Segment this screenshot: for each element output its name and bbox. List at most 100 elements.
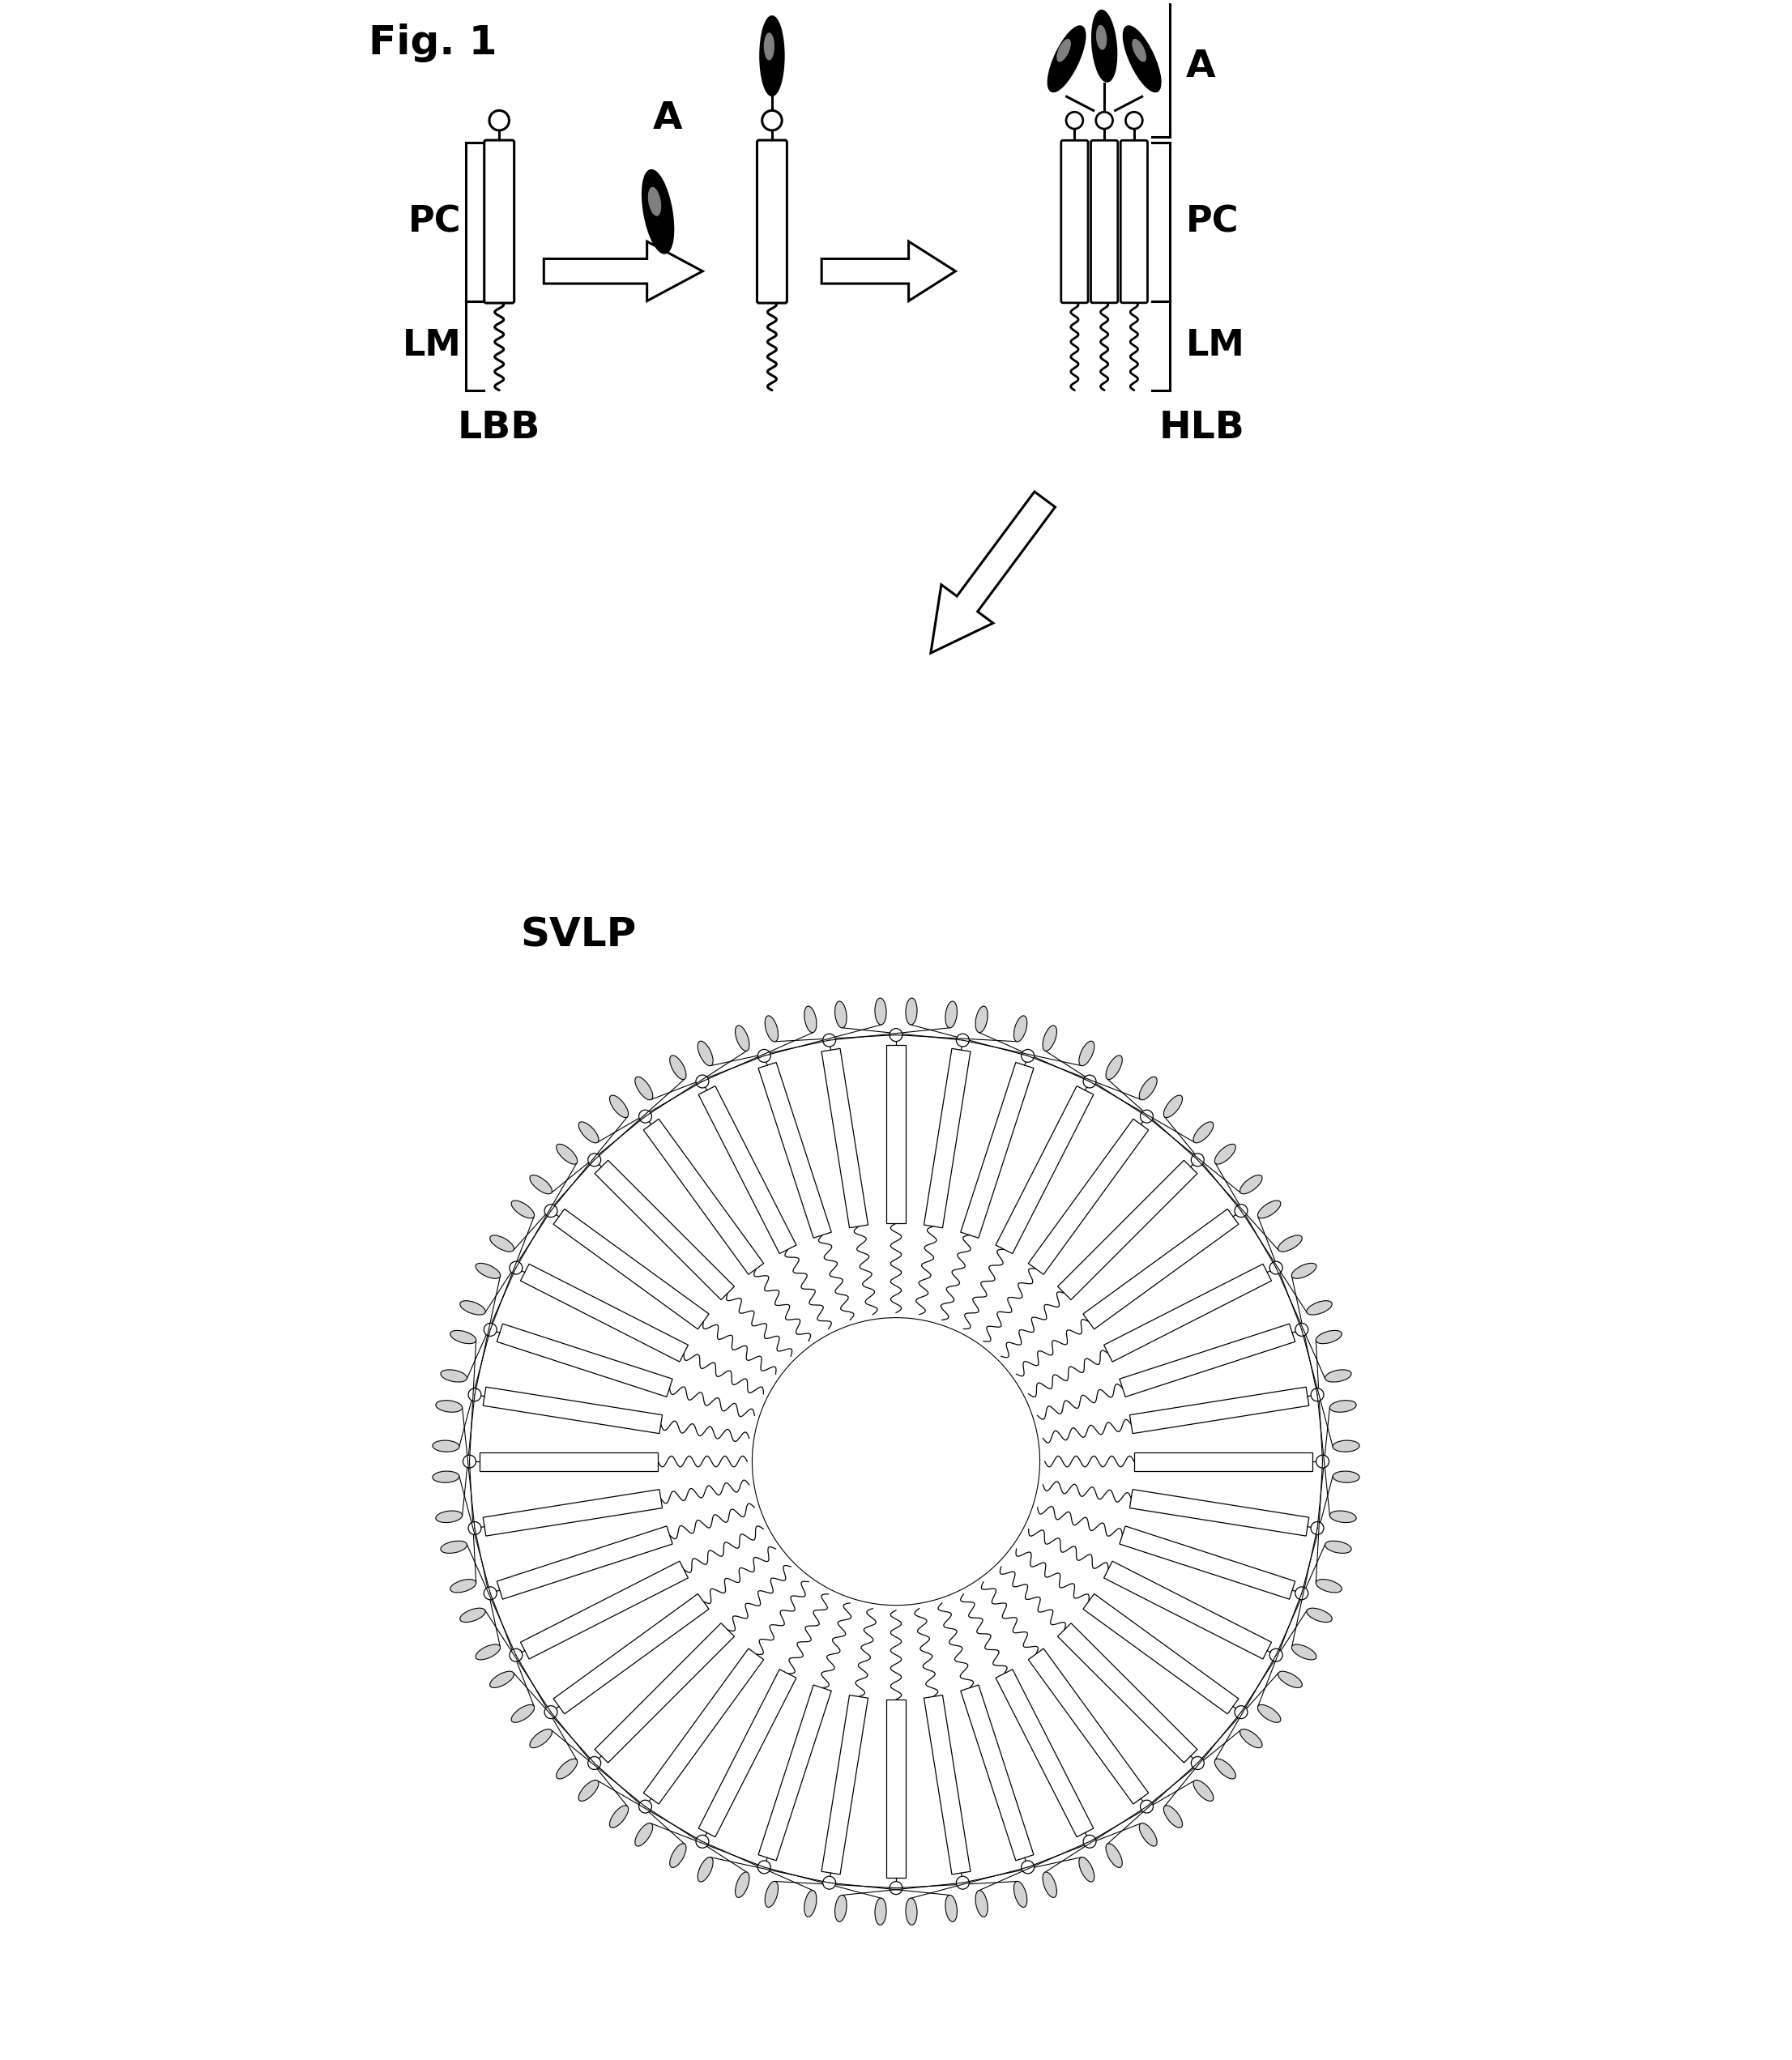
Ellipse shape xyxy=(874,1897,887,1924)
Polygon shape xyxy=(554,1209,710,1329)
Ellipse shape xyxy=(489,1671,514,1687)
Circle shape xyxy=(545,1205,557,1217)
Circle shape xyxy=(1140,1800,1154,1813)
Polygon shape xyxy=(1120,1325,1296,1397)
Circle shape xyxy=(1192,1154,1204,1166)
Ellipse shape xyxy=(556,1143,577,1164)
Ellipse shape xyxy=(905,997,918,1024)
Ellipse shape xyxy=(441,1370,468,1382)
Circle shape xyxy=(1021,1049,1034,1063)
Ellipse shape xyxy=(1240,1728,1262,1747)
Ellipse shape xyxy=(1163,1096,1183,1117)
Ellipse shape xyxy=(441,1541,468,1553)
Ellipse shape xyxy=(670,1844,686,1868)
Ellipse shape xyxy=(435,1510,462,1522)
Ellipse shape xyxy=(1133,39,1147,62)
Ellipse shape xyxy=(461,1300,486,1314)
Circle shape xyxy=(889,1028,903,1042)
Polygon shape xyxy=(758,1685,831,1860)
Circle shape xyxy=(1066,111,1082,130)
Ellipse shape xyxy=(1278,1236,1303,1252)
Ellipse shape xyxy=(975,1891,987,1916)
Polygon shape xyxy=(1057,1623,1197,1763)
Circle shape xyxy=(753,1318,1039,1605)
Polygon shape xyxy=(961,1685,1034,1860)
Ellipse shape xyxy=(1258,1706,1281,1722)
Text: A: A xyxy=(652,101,683,138)
FancyBboxPatch shape xyxy=(756,140,787,303)
Circle shape xyxy=(957,1877,969,1889)
Circle shape xyxy=(1097,111,1113,130)
Text: Fig. 1: Fig. 1 xyxy=(369,23,496,62)
Ellipse shape xyxy=(1324,1370,1351,1382)
Ellipse shape xyxy=(475,1263,500,1279)
Polygon shape xyxy=(595,1623,735,1763)
Circle shape xyxy=(588,1154,600,1166)
Ellipse shape xyxy=(1014,1016,1027,1042)
Ellipse shape xyxy=(579,1780,599,1800)
Polygon shape xyxy=(996,1669,1093,1838)
Text: LBB: LBB xyxy=(457,410,541,447)
Polygon shape xyxy=(1104,1265,1272,1362)
FancyBboxPatch shape xyxy=(1061,140,1088,303)
Ellipse shape xyxy=(975,1005,987,1032)
Polygon shape xyxy=(925,1049,971,1228)
Circle shape xyxy=(957,1034,969,1046)
Ellipse shape xyxy=(450,1580,477,1592)
Circle shape xyxy=(1140,1110,1154,1123)
Ellipse shape xyxy=(765,1881,778,1908)
Circle shape xyxy=(545,1706,557,1718)
Ellipse shape xyxy=(697,1858,713,1883)
Ellipse shape xyxy=(579,1123,599,1143)
Ellipse shape xyxy=(432,1471,459,1483)
Polygon shape xyxy=(1134,1452,1312,1471)
Ellipse shape xyxy=(511,1706,534,1722)
Ellipse shape xyxy=(1330,1401,1357,1413)
Ellipse shape xyxy=(1215,1759,1236,1780)
Circle shape xyxy=(638,1110,652,1123)
Polygon shape xyxy=(496,1526,672,1599)
Ellipse shape xyxy=(1315,1331,1342,1343)
Ellipse shape xyxy=(609,1805,629,1827)
Polygon shape xyxy=(821,241,955,301)
Polygon shape xyxy=(699,1669,796,1838)
Ellipse shape xyxy=(835,1895,846,1922)
Circle shape xyxy=(484,1323,496,1337)
Circle shape xyxy=(468,1522,480,1535)
Text: LM: LM xyxy=(403,328,462,363)
Circle shape xyxy=(1082,1835,1097,1848)
Circle shape xyxy=(468,1388,480,1401)
Ellipse shape xyxy=(1091,10,1116,82)
Ellipse shape xyxy=(432,1440,459,1452)
FancyBboxPatch shape xyxy=(1120,140,1147,303)
Polygon shape xyxy=(1120,1526,1296,1599)
Ellipse shape xyxy=(1014,1881,1027,1908)
FancyBboxPatch shape xyxy=(484,140,514,303)
Polygon shape xyxy=(821,1695,867,1875)
Circle shape xyxy=(823,1034,835,1046)
Ellipse shape xyxy=(475,1644,500,1660)
Text: PC: PC xyxy=(1186,204,1238,239)
Ellipse shape xyxy=(765,1016,778,1042)
Text: PC: PC xyxy=(409,204,462,239)
Polygon shape xyxy=(643,1648,763,1805)
Ellipse shape xyxy=(1240,1174,1262,1195)
Polygon shape xyxy=(821,1049,867,1228)
Polygon shape xyxy=(496,1325,672,1397)
Polygon shape xyxy=(484,1386,663,1434)
Ellipse shape xyxy=(1124,27,1161,93)
Text: A: A xyxy=(1186,49,1215,84)
Ellipse shape xyxy=(1324,1541,1351,1553)
Polygon shape xyxy=(887,1044,905,1224)
Circle shape xyxy=(889,1881,903,1895)
Ellipse shape xyxy=(435,1401,462,1413)
Ellipse shape xyxy=(1333,1471,1360,1483)
Polygon shape xyxy=(930,492,1055,653)
Ellipse shape xyxy=(760,16,783,95)
Circle shape xyxy=(1235,1706,1247,1718)
Ellipse shape xyxy=(1079,1040,1095,1065)
Ellipse shape xyxy=(946,1895,957,1922)
Circle shape xyxy=(638,1800,652,1813)
Polygon shape xyxy=(1029,1119,1149,1275)
Ellipse shape xyxy=(1278,1671,1303,1687)
